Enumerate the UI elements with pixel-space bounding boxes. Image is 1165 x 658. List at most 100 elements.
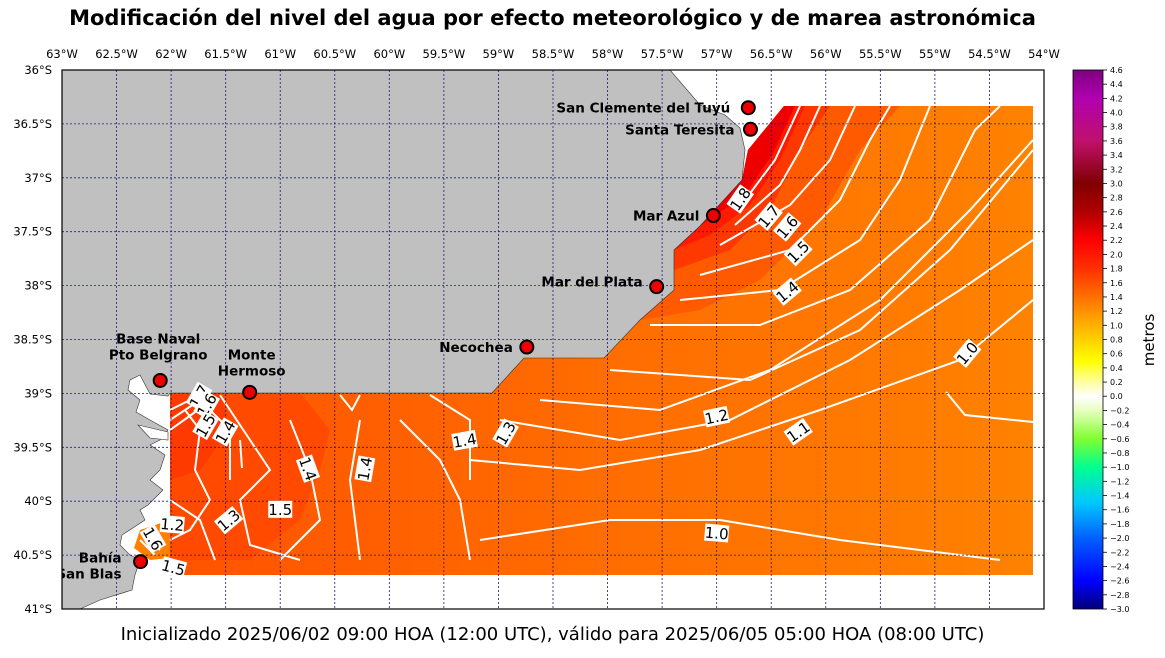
- contour-label-text: 1.5: [268, 501, 292, 519]
- contour-label-background: [772, 277, 802, 306]
- city-label: Pto Belgrano: [109, 347, 208, 363]
- lat-tick-label: 37°S: [24, 171, 52, 185]
- colorbar-tick-label: 1.2: [1110, 307, 1123, 316]
- city-marker: [152, 372, 168, 388]
- contour-label-background: [139, 524, 167, 554]
- lon-tick-label: 58.5°W: [532, 47, 575, 61]
- city-marker: [133, 554, 149, 570]
- colorbar-tick-label: −2.2: [1110, 548, 1129, 557]
- colorbar-tick-label: 2.8: [1110, 194, 1123, 203]
- city-label: Monte: [228, 347, 276, 363]
- city-label: San Blas: [56, 567, 121, 583]
- colorbar-tick-label: 4.6: [1110, 66, 1123, 75]
- lat-tick-label: 39.5°S: [13, 440, 52, 454]
- contour-label-background: [295, 454, 321, 483]
- lon-tick-label: 55.5°W: [859, 47, 902, 61]
- lat-tick-label: 40.5°S: [13, 548, 52, 562]
- colorbar-tick-label: 2.4: [1110, 222, 1123, 231]
- colorbar-tick-label: 1.8: [1110, 265, 1123, 274]
- city-marker: [649, 279, 665, 295]
- colorbar-tick-label: −2.4: [1110, 562, 1129, 571]
- colorbar-tick-label: 3.0: [1110, 179, 1123, 188]
- colorbar-tick-labels: 4.6 4.4 4.2 4.0 3.8 3.6 3.4 3.2 3.0 2.8 2.6 2.4 2.2 2…: [1103, 66, 1129, 614]
- contour-label-text: 1.4: [354, 456, 376, 483]
- city-label: Mar Azul: [633, 209, 699, 225]
- lon-tick-label: 60°W: [373, 47, 405, 61]
- lat-tick-label: 37.5°S: [13, 225, 52, 239]
- lon-tick-label: 57.5°W: [641, 47, 684, 61]
- colorbar-tick-label: 3.2: [1110, 165, 1123, 174]
- colorbar-tick-label: 0.4: [1110, 364, 1123, 373]
- colorbar-tick-label: −1.6: [1110, 506, 1129, 515]
- longitude-tick-labels: 63°W 62.5°W 62°W 61.5°W 61°W 60.5°W 60°W 59.5°W…: [46, 47, 1060, 61]
- contour-label: 1.2: [703, 405, 731, 429]
- contour-label: 1.4: [354, 455, 376, 482]
- colorbar-tick-label: −1.4: [1110, 492, 1129, 501]
- lon-tick-label: 54°W: [1028, 47, 1060, 61]
- lon-tick-label: 55°W: [919, 47, 951, 61]
- city-marker: [242, 384, 258, 400]
- colorbar-tick-label: 3.4: [1110, 151, 1123, 160]
- lon-tick-label: 54.5°W: [968, 47, 1011, 61]
- colorbar-tick-label: 1.0: [1110, 321, 1123, 330]
- lon-tick-label: 59°W: [483, 47, 515, 61]
- colorbar-label: metros: [1140, 314, 1158, 367]
- colorbar-tick-label: 4.0: [1110, 109, 1123, 118]
- contour-label-text: 1.2: [160, 515, 185, 535]
- contour-label-background: [159, 556, 188, 579]
- city-label: Mar del Plata: [541, 275, 642, 291]
- contour-label: 1.5: [159, 556, 188, 580]
- lon-tick-label: 56.5°W: [750, 47, 793, 61]
- contour-label-background: [783, 417, 813, 446]
- contour-label-background: [772, 212, 802, 242]
- colorbar-tick-label: −2.6: [1110, 577, 1129, 586]
- colorbar-tick-label: 2.0: [1110, 250, 1123, 259]
- colorbar-tick-label: −0.4: [1110, 421, 1129, 430]
- lon-tick-label: 62.5°W: [95, 47, 138, 61]
- contour-label-background: [451, 429, 478, 451]
- lon-tick-label: 58°W: [592, 47, 624, 61]
- lat-tick-label: 36°S: [24, 63, 52, 77]
- colorbar-tick-label: −2.0: [1110, 534, 1129, 543]
- lat-tick-label: 36.5°S: [13, 117, 52, 131]
- colorbar-tick-label: 2.2: [1110, 236, 1123, 245]
- contour-label-background: [185, 381, 213, 412]
- contour-label: 1.5: [268, 500, 293, 519]
- colorbar-tick-label: 3.8: [1110, 123, 1123, 132]
- city-marker: [705, 208, 721, 224]
- contour-label-text: 1.5: [159, 556, 187, 580]
- city-label: San Clemente del Tuyú: [556, 101, 730, 117]
- colorbar-tick-label: −1.8: [1110, 520, 1129, 529]
- city-marker: [740, 100, 756, 116]
- contour-label-background: [193, 390, 221, 420]
- colorbar-tick-label: −0.2: [1110, 406, 1129, 415]
- colorbar-bar: [1072, 69, 1104, 610]
- lon-tick-label: 56°W: [810, 47, 842, 61]
- lon-tick-label: 59.5°W: [423, 47, 466, 61]
- contour-label-background: [703, 405, 731, 428]
- contour-label-background: [492, 418, 520, 448]
- city-label: Base Naval: [116, 331, 200, 347]
- contour-label-text: 1.4: [451, 430, 478, 452]
- contour-label-background: [268, 500, 293, 518]
- lon-tick-label: 61°W: [264, 47, 296, 61]
- colorbar-tick-label: −2.8: [1110, 591, 1129, 600]
- lat-tick-label: 39°S: [24, 386, 52, 400]
- contour-label-background: [354, 455, 376, 483]
- colorbar-tick-label: 4.4: [1110, 80, 1123, 89]
- lat-tick-label: 40°S: [24, 494, 52, 508]
- lat-tick-label: 38°S: [24, 279, 52, 293]
- colorbar-tick-label: −0.8: [1110, 449, 1129, 458]
- contour-label: 1.0: [704, 523, 730, 544]
- city-label: Santa Teresita: [625, 122, 734, 138]
- colorbar-tick-label: 1.4: [1110, 293, 1123, 302]
- colorbar-tick-label: −0.6: [1110, 435, 1129, 444]
- contour-label-text: 1.2: [703, 406, 730, 429]
- colorbar-tick-label: 3.6: [1110, 137, 1123, 146]
- colorbar-tick-label: −3.0: [1110, 605, 1129, 614]
- lon-tick-label: 60.5°W: [313, 47, 356, 61]
- contour-label-background: [754, 201, 783, 231]
- contour-label-background: [211, 417, 239, 447]
- map-title: Modificación del nivel del agua por efec…: [69, 6, 1036, 30]
